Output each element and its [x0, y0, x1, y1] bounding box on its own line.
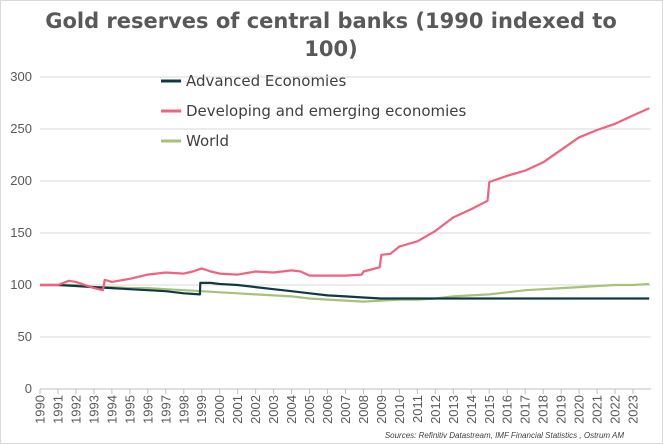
gridlines	[40, 76, 651, 390]
series-lines	[40, 107, 650, 303]
x-tick-label: 2007	[338, 395, 353, 424]
x-tick-label: 1993	[86, 395, 101, 424]
x-tick-label: 2022	[608, 395, 623, 424]
y-tick-label: 300	[10, 69, 32, 84]
x-tick-label: 2012	[428, 395, 443, 424]
x-tick-label: 2021	[590, 395, 605, 424]
x-tick-label: 2000	[212, 395, 227, 424]
x-tick-label: 2005	[302, 395, 317, 424]
x-tick-label: 1994	[104, 395, 119, 424]
x-tick-label: 1991	[50, 395, 65, 424]
chart-title-line-1: Gold reserves of central banks (1990 ind…	[45, 9, 617, 33]
x-tick-label: 2017	[518, 395, 533, 424]
x-tick-label: 2020	[572, 395, 587, 424]
x-tick-label: 2014	[464, 395, 479, 424]
x-tick-label: 1992	[68, 395, 83, 424]
legend-label: World	[186, 132, 229, 150]
y-tick-label: 50	[18, 329, 32, 344]
source-note: Sources: Refinitiv Datastream, IMF Finan…	[385, 431, 625, 440]
y-tick-label: 250	[10, 121, 32, 136]
x-tick-label: 2016	[500, 395, 515, 424]
x-tick-label: 2008	[356, 395, 371, 424]
x-tick-label: 1990	[33, 395, 48, 424]
x-tick-label: 2009	[374, 395, 389, 424]
x-tick-label: 1997	[158, 395, 173, 424]
series-line-1	[40, 107, 650, 292]
y-tick-label: 200	[10, 173, 32, 188]
chart-title-line-2: 100)	[304, 37, 357, 61]
x-tick-label: 1995	[122, 395, 137, 424]
x-tick-label: 1996	[140, 395, 155, 424]
x-tick-label: 2013	[446, 395, 461, 424]
x-tick-label: 2006	[320, 395, 335, 424]
series-line-0	[40, 281, 650, 300]
legend-label: Advanced Economies	[186, 72, 346, 90]
x-tick-label: 1998	[176, 395, 191, 424]
x-tick-label: 2015	[482, 395, 497, 424]
x-tick-label: 2002	[248, 395, 263, 424]
x-tick-label: 2004	[284, 395, 299, 424]
x-tick-label: 2018	[536, 395, 551, 424]
legend-label: Developing and emerging economies	[186, 102, 467, 120]
x-tick-label: 2001	[230, 395, 245, 424]
x-tick-label: 2023	[626, 395, 641, 424]
y-tick-label: 100	[10, 277, 32, 292]
series-line-2	[40, 282, 650, 303]
y-tick-label: 150	[10, 225, 32, 240]
x-tick-label: 2019	[554, 395, 569, 424]
x-tick-label: 1999	[194, 395, 209, 424]
x-tick-label: 2011	[410, 395, 425, 423]
x-axis: 1990 1991 1992 1993 1994 1995 1996 1997 1998 1999…	[33, 389, 641, 424]
x-tick-label: 2010	[392, 395, 407, 424]
y-tick-label: 0	[25, 381, 32, 396]
legend: Advanced Economies Developing and emergin…	[161, 72, 467, 150]
y-axis: 0 50 100 150 200 250 300	[10, 69, 32, 396]
x-tick-label: 2003	[266, 395, 281, 424]
